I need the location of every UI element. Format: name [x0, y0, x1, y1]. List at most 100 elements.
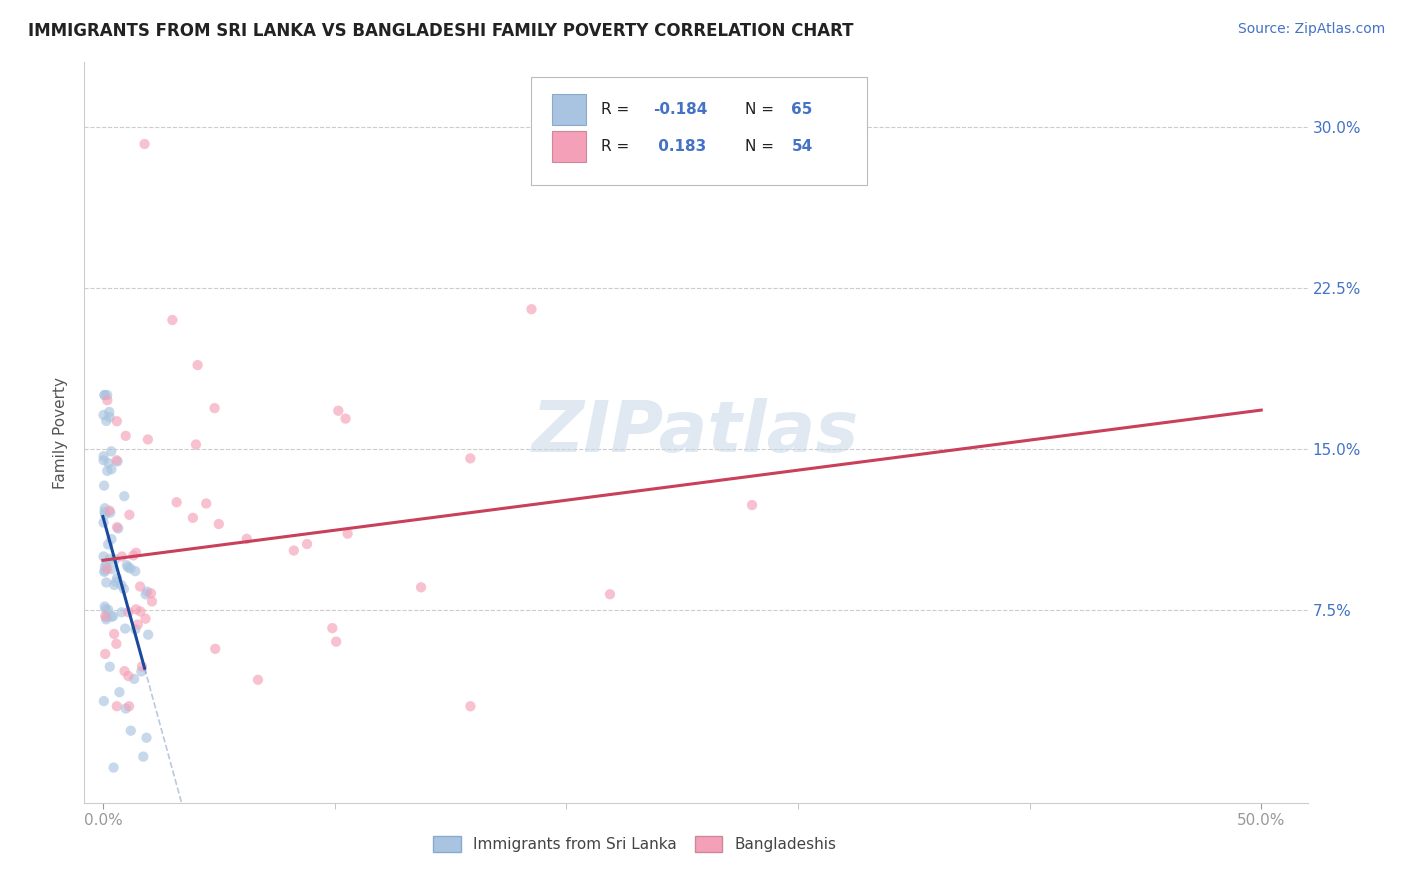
Point — [328, 403, 350, 417]
Bar — [551, 130, 586, 161]
Point — [122, 549, 145, 563]
Point — [98, 659, 121, 673]
Point — [124, 622, 146, 636]
Point — [93, 450, 115, 464]
Point — [135, 731, 157, 745]
Point — [741, 498, 763, 512]
Point — [118, 699, 141, 714]
Point — [93, 453, 115, 467]
Point — [336, 526, 359, 541]
Point — [166, 495, 188, 509]
Point — [105, 699, 128, 714]
Point — [599, 587, 621, 601]
Point — [125, 602, 148, 616]
Point — [103, 627, 125, 641]
Point — [283, 543, 305, 558]
Point — [162, 313, 184, 327]
Point — [181, 511, 204, 525]
Point — [94, 609, 117, 624]
Point — [94, 647, 117, 661]
Point — [129, 580, 152, 594]
Point — [100, 562, 122, 576]
Point — [97, 537, 120, 551]
Point — [108, 685, 131, 699]
Point — [127, 617, 149, 632]
Point — [93, 505, 115, 519]
Point — [93, 388, 115, 402]
Point — [321, 621, 343, 635]
Point — [93, 408, 115, 422]
Point — [96, 388, 118, 402]
Point — [101, 609, 124, 624]
Point — [97, 456, 120, 470]
Point — [110, 578, 132, 592]
Point — [96, 393, 118, 408]
Point — [93, 388, 115, 402]
Point — [93, 549, 115, 564]
Point — [103, 761, 125, 775]
Point — [117, 669, 139, 683]
Text: N =: N = — [745, 138, 779, 153]
Point — [100, 462, 122, 476]
Point — [104, 552, 127, 566]
Bar — [551, 94, 586, 125]
Point — [134, 612, 156, 626]
Legend: Immigrants from Sri Lanka, Bangladeshis: Immigrants from Sri Lanka, Bangladeshis — [427, 830, 842, 858]
Point — [100, 532, 122, 546]
Point — [98, 405, 121, 419]
Y-axis label: Family Poverty: Family Poverty — [53, 376, 69, 489]
FancyBboxPatch shape — [531, 78, 868, 185]
Point — [112, 582, 135, 596]
Text: ZIPatlas: ZIPatlas — [533, 398, 859, 467]
Point — [120, 723, 142, 738]
Point — [93, 516, 115, 530]
Point — [103, 578, 125, 592]
Point — [100, 609, 122, 624]
Point — [131, 659, 153, 673]
Point — [100, 444, 122, 458]
Point — [105, 574, 128, 589]
Point — [98, 552, 121, 566]
Point — [96, 575, 118, 590]
Text: IMMIGRANTS FROM SRI LANKA VS BANGLADESHI FAMILY POVERTY CORRELATION CHART: IMMIGRANTS FROM SRI LANKA VS BANGLADESHI… — [28, 22, 853, 40]
Point — [129, 605, 152, 619]
Point — [204, 641, 226, 656]
Point — [135, 587, 157, 601]
Point — [96, 562, 118, 576]
Point — [93, 694, 115, 708]
Text: 0.183: 0.183 — [654, 138, 706, 153]
Point — [97, 603, 120, 617]
Point — [107, 522, 129, 536]
Point — [335, 411, 357, 425]
Point — [98, 410, 121, 425]
Point — [134, 136, 156, 151]
Point — [94, 602, 117, 616]
Point — [98, 503, 121, 517]
Point — [114, 622, 136, 636]
Point — [96, 464, 118, 478]
Point — [114, 664, 136, 678]
Point — [204, 401, 226, 416]
Text: R =: R = — [600, 102, 634, 117]
Point — [98, 506, 121, 520]
Point — [184, 437, 207, 451]
Point — [246, 673, 269, 687]
Point — [94, 501, 117, 516]
Point — [112, 489, 135, 503]
Point — [120, 561, 142, 575]
Text: Source: ZipAtlas.com: Source: ZipAtlas.com — [1237, 22, 1385, 37]
Point — [118, 508, 141, 522]
Point — [96, 414, 118, 428]
Point — [187, 358, 209, 372]
Point — [131, 665, 153, 679]
Point — [105, 453, 128, 467]
Point — [132, 749, 155, 764]
Point — [125, 546, 148, 560]
Point — [110, 605, 132, 619]
Point — [409, 580, 432, 594]
Point — [94, 558, 117, 572]
Text: 54: 54 — [792, 138, 813, 153]
Point — [93, 478, 115, 492]
Point — [460, 451, 482, 466]
Point — [105, 520, 128, 534]
